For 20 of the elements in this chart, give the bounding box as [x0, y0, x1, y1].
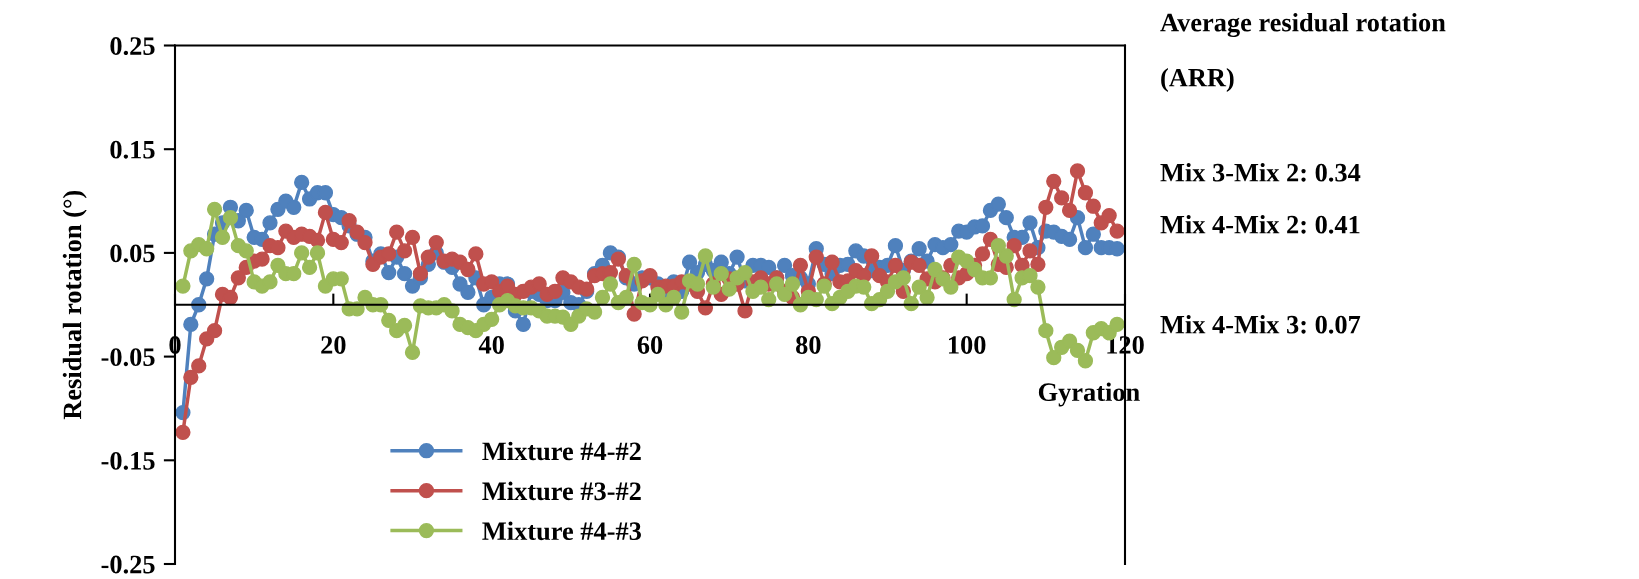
y-tick-label: 0.15 — [110, 140, 155, 159]
y-tick-label: -0.05 — [101, 348, 155, 367]
text: Mix 4-Mix 2: 0.41 — [1160, 215, 1360, 234]
legend-label: Mixture #4-#2 — [482, 441, 641, 461]
y-tick-label: 0.05 — [110, 244, 155, 263]
y-axis-title: Residual rotation (°) — [62, 190, 87, 420]
x-tick-label: 60 — [637, 336, 663, 354]
text: (ARR) — [1161, 68, 1234, 92]
x-tick-label: 80 — [796, 336, 821, 354]
text: Average residual rotation — [1160, 12, 1446, 38]
x-tick-label: 20 — [321, 336, 346, 354]
x-tick-label: 100 — [948, 336, 986, 354]
x-tick-label: 40 — [478, 336, 504, 354]
legend-label: Mixture #3-#2 — [482, 481, 641, 501]
y-tick-label: -0.15 — [101, 451, 155, 470]
y-tick-label: -0.25 — [101, 555, 155, 574]
y-tick-label: 0.25 — [110, 37, 155, 56]
text: Mix 3-Mix 2: 0.34 — [1160, 163, 1361, 182]
text: Mix 4-Mix 3: 0.07 — [1160, 315, 1361, 334]
legend-label: Mixture #4-#3 — [482, 521, 641, 541]
